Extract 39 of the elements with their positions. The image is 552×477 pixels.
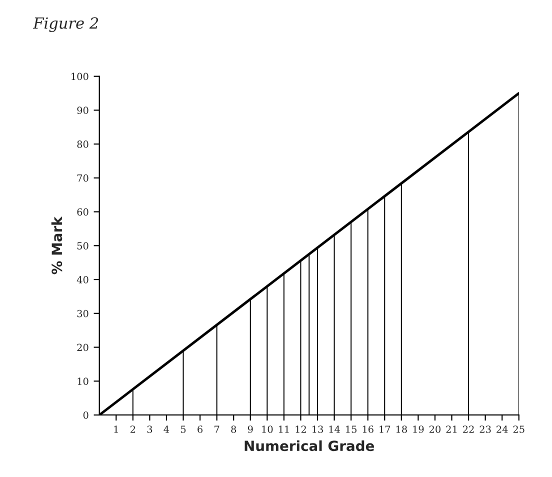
- y-tick-label: 0: [83, 411, 88, 419]
- x-tick-label: 24: [496, 426, 508, 433]
- x-tick-label: 12: [296, 426, 306, 433]
- y-tick-label: 10: [78, 378, 88, 385]
- x-tick-label: 19: [413, 426, 424, 433]
- chart-title: Figure 2: [32, 17, 98, 32]
- x-tick-label: 1: [114, 426, 118, 433]
- x-tick-label: 4: [164, 426, 170, 433]
- x-tick-label: 20: [429, 426, 441, 433]
- x-tick-label: 8: [231, 426, 236, 433]
- y-tick-label: 90: [77, 106, 88, 114]
- x-tick-label: 10: [262, 426, 273, 433]
- x-tick-label: 25: [513, 426, 524, 433]
- x-tick-label: 22: [463, 426, 474, 433]
- y-tick-label: 40: [76, 276, 88, 284]
- x-tick-label: 7: [214, 426, 220, 433]
- x-tick-label: 11: [278, 426, 289, 433]
- x-axis-title: Numerical Grade: [244, 440, 374, 452]
- x-tick-label: 16: [362, 426, 374, 433]
- y-tick-label: 20: [77, 344, 88, 352]
- x-tick-label: 15: [346, 426, 357, 433]
- x-tick-label: 5: [181, 426, 186, 433]
- x-tick-label: 13: [312, 426, 323, 433]
- x-tick-label: 14: [329, 426, 340, 433]
- x-tick-label: 21: [446, 426, 457, 433]
- y-tick-label: 50: [77, 242, 88, 250]
- y-axis-title: % Mark: [51, 216, 62, 274]
- y-tick-label: 60: [77, 208, 88, 216]
- x-tick-label: 9: [248, 426, 253, 433]
- x-tick-label: 18: [396, 426, 407, 433]
- y-tick-label: 70: [77, 174, 88, 182]
- x-tick-label: 23: [480, 426, 491, 433]
- y-tick-label: 100: [72, 72, 88, 80]
- y-tick-label: 80: [77, 140, 88, 148]
- x-tick-label: 17: [380, 426, 390, 433]
- x-tick-label: 2: [130, 426, 136, 433]
- y-tick-label: 30: [77, 310, 88, 318]
- x-tick-label: 3: [147, 426, 152, 433]
- x-tick-label: 6: [198, 426, 203, 433]
